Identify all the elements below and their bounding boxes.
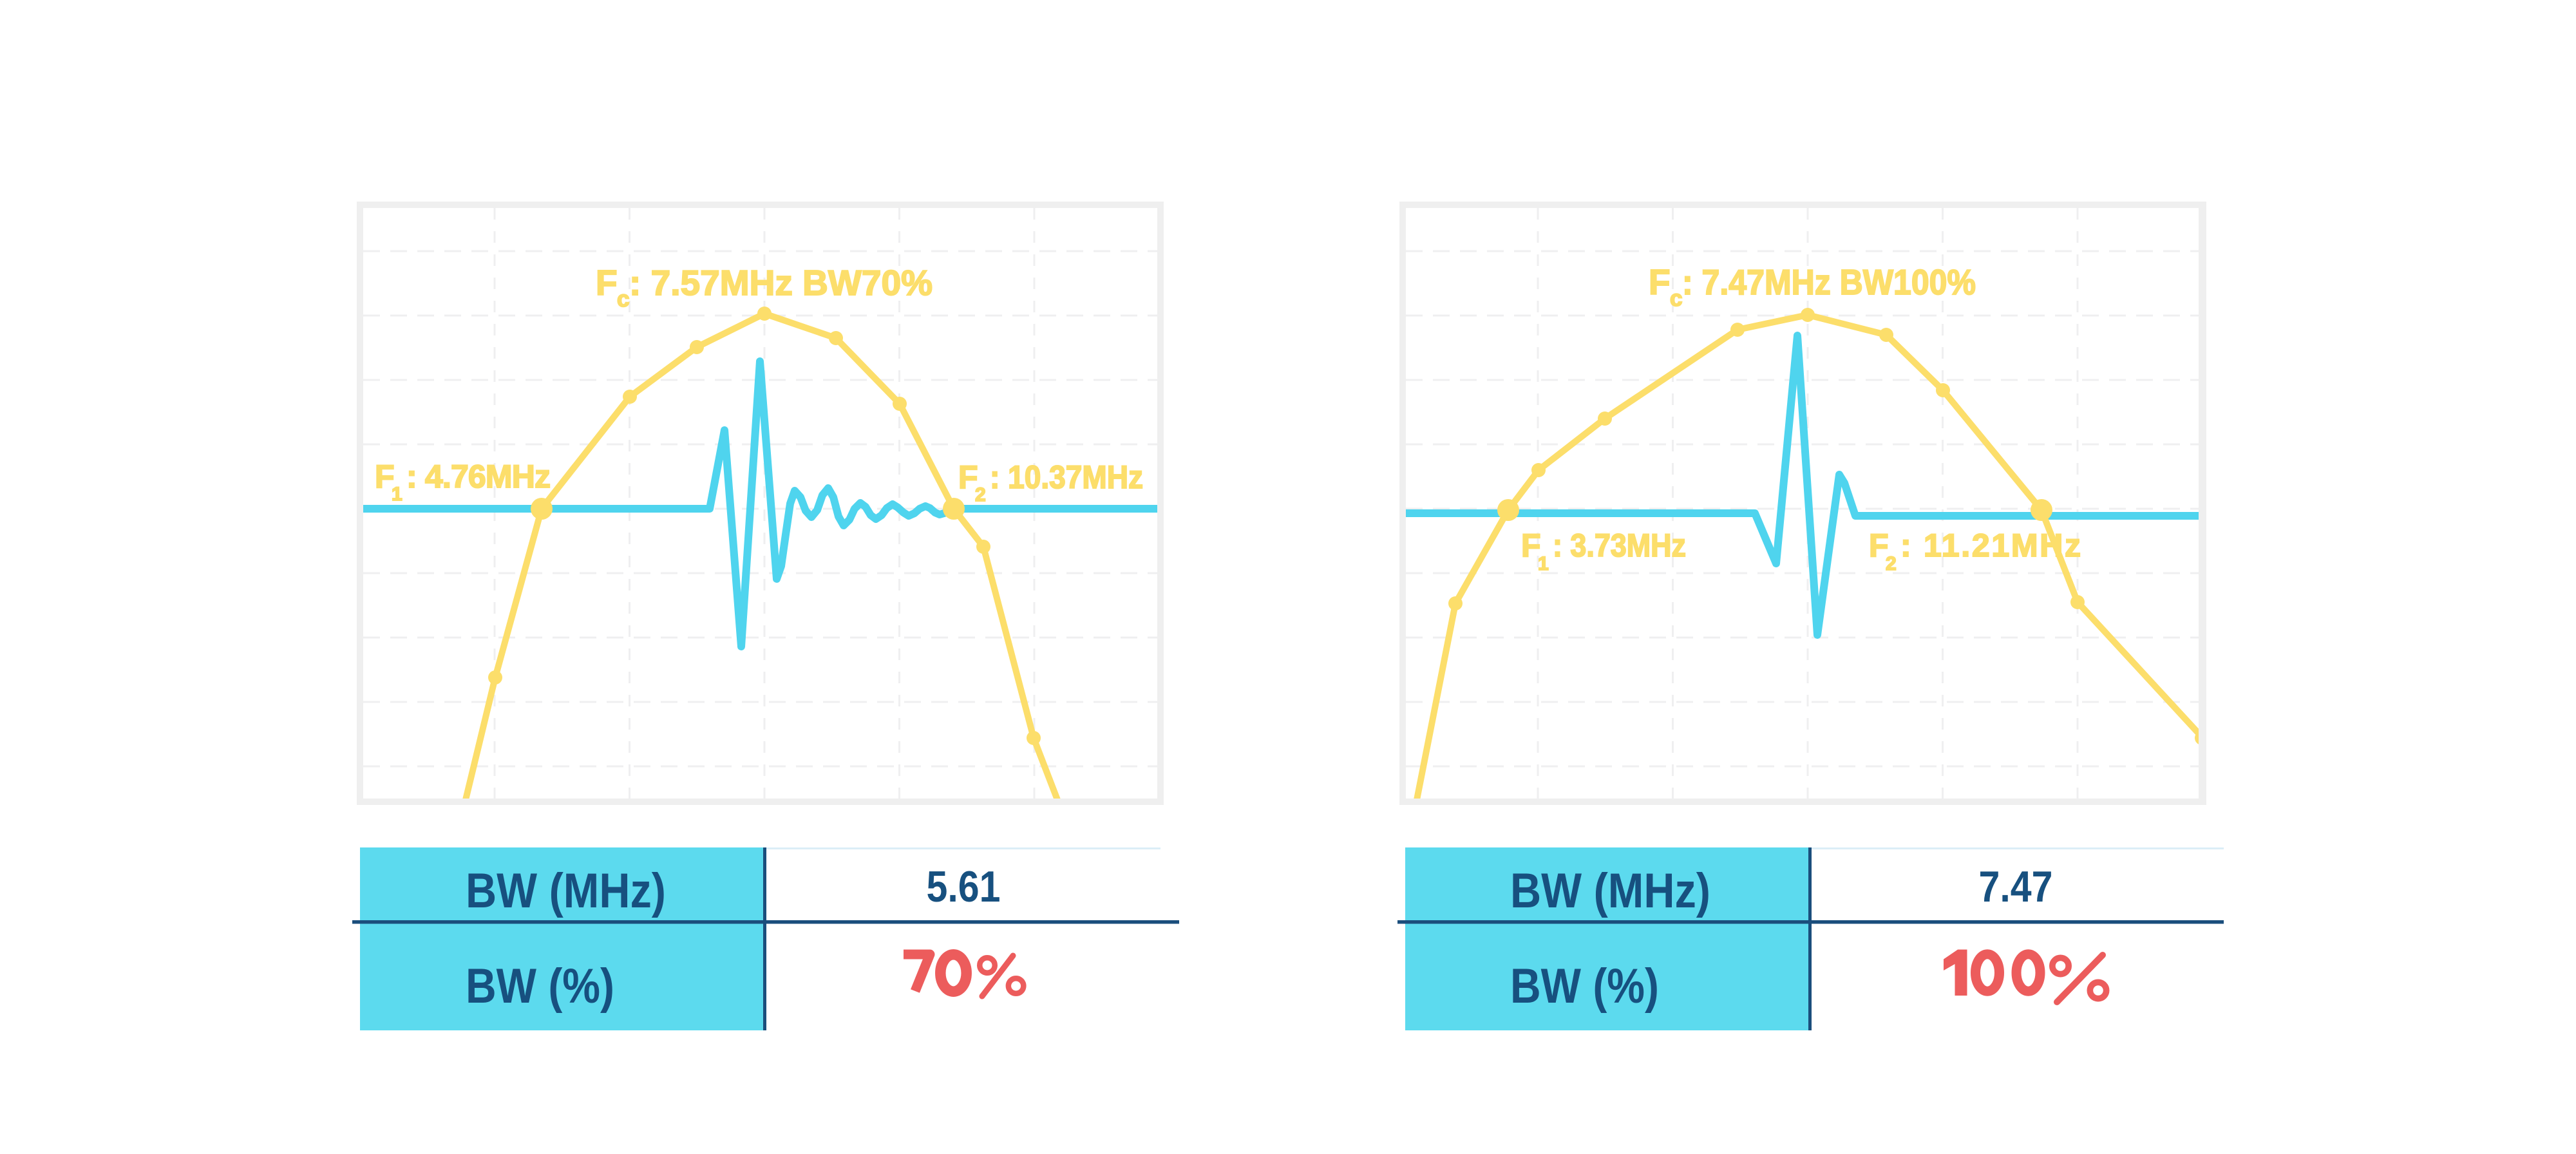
svg-text:BW (%): BW (%)	[466, 959, 614, 1014]
svg-text:1: 1	[1538, 553, 1549, 574]
svg-text:F: F	[596, 263, 618, 303]
svg-text:: 7.47MHz BW100%: : 7.47MHz BW100%	[1682, 262, 1976, 302]
svg-text:F: F	[375, 459, 395, 495]
svg-text:: 3.73MHz: : 3.73MHz	[1553, 527, 1686, 563]
svg-text:F: F	[1521, 527, 1541, 563]
svg-text:BW (%): BW (%)	[1510, 959, 1659, 1014]
svg-text:: 10.37MHz: : 10.37MHz	[990, 459, 1143, 495]
svg-text:c: c	[1670, 286, 1682, 311]
svg-text:: 7.57MHz BW70%: : 7.57MHz BW70%	[629, 263, 933, 303]
svg-text:7.47: 7.47	[1979, 862, 2053, 911]
svg-text:BW (MHz): BW (MHz)	[1510, 864, 1710, 918]
svg-text:c: c	[617, 287, 629, 312]
svg-text:BW (MHz): BW (MHz)	[466, 864, 666, 918]
svg-text:F: F	[1869, 527, 1889, 563]
svg-text:F: F	[1649, 262, 1671, 302]
svg-text:: 4.76MHz: : 4.76MHz	[406, 459, 551, 495]
svg-text:F: F	[958, 459, 978, 495]
svg-text:2: 2	[975, 484, 986, 506]
svg-text:1: 1	[392, 484, 402, 505]
svg-text:5.61: 5.61	[927, 862, 1001, 911]
svg-text:2: 2	[1886, 553, 1897, 574]
